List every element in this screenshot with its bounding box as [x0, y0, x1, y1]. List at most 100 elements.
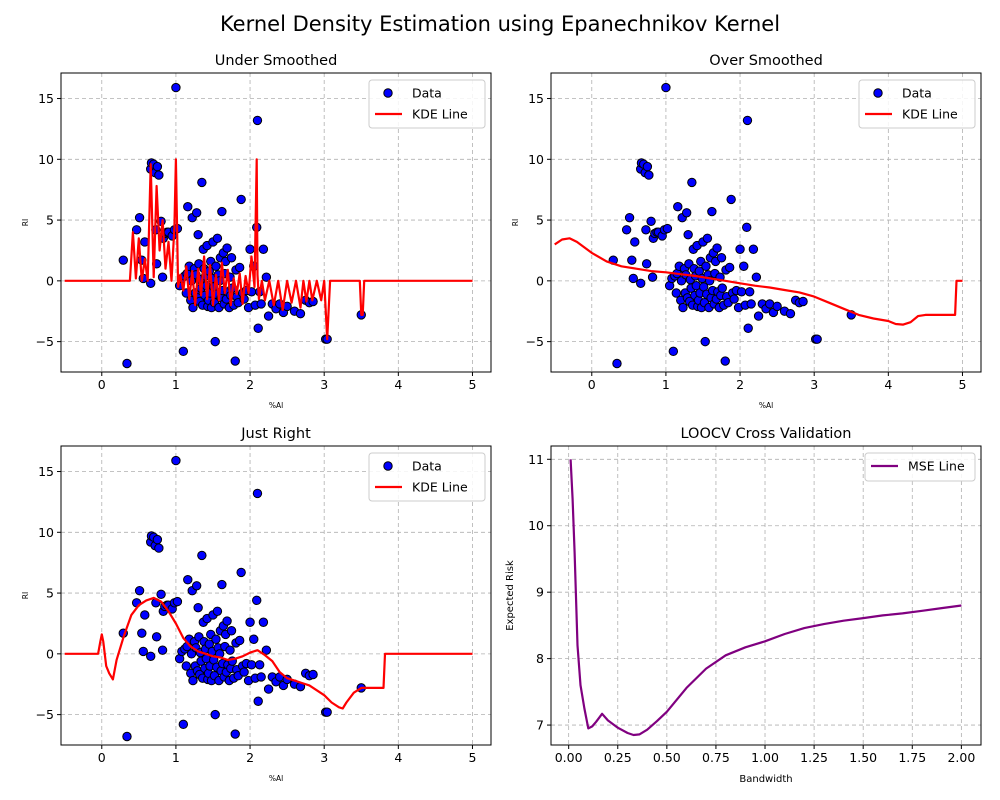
legend-label: KDE Line: [412, 107, 468, 122]
subplot-1: 0 1 2 3 4 5 −5 0 5 10 15 Under Smoothed %Al RI Data KDE…: [21, 53, 492, 410]
data-point: [252, 488, 263, 499]
data-point: [134, 212, 145, 223]
y-tick-label: −5: [526, 334, 544, 349]
x-axis-label: %Al: [269, 401, 283, 410]
data-point: [687, 177, 697, 188]
x-tick-label: 2.00: [947, 750, 975, 765]
data-point: [191, 208, 202, 218]
data-point: [210, 336, 220, 347]
data-point: [252, 595, 262, 606]
data-point: [146, 651, 156, 661]
kde-line: [64, 158, 473, 341]
mse-line: [569, 459, 962, 737]
subplot-title: Just Right: [240, 426, 311, 442]
axes-frame: [550, 445, 982, 746]
data-point: [138, 646, 148, 657]
data-point: [157, 645, 168, 655]
data-point: [137, 628, 147, 638]
legend-box: [864, 452, 976, 482]
data-point: [729, 294, 739, 304]
kde-line: [554, 237, 963, 326]
data-point: [642, 161, 653, 172]
y-tick-label: 0: [46, 646, 54, 661]
x-tick-label: 1.00: [751, 750, 779, 765]
data-point: [258, 244, 269, 254]
data-point: [253, 323, 263, 333]
data-point: [707, 206, 717, 217]
data-point: [222, 243, 232, 253]
legend-marker-data: [873, 88, 883, 98]
x-tick-label: 2: [736, 377, 744, 392]
y-axis-label: RI: [21, 219, 30, 226]
data-point: [193, 602, 203, 613]
legend-label: Data: [412, 86, 442, 101]
subplot-4: 0.00 0.25 0.50 0.75 1.00 1.25 1.50 1.75 2.00 7 8 9 1…: [505, 426, 982, 785]
axes-frame: [550, 72, 982, 373]
data-point: [322, 707, 332, 717]
data-point: [812, 334, 822, 344]
data-point: [249, 634, 259, 644]
data-point: [252, 115, 263, 126]
x-tick-label: 0.50: [653, 750, 681, 765]
data-point: [295, 308, 306, 319]
data-point: [712, 243, 722, 253]
data-point: [118, 255, 128, 265]
data-point: [701, 261, 711, 271]
x-axis-label: Bandwidth: [739, 774, 792, 785]
y-tick-label: 10: [528, 518, 544, 533]
x-tick-label: 0: [98, 750, 106, 765]
data-point: [210, 709, 220, 720]
data-point: [211, 634, 221, 644]
data-point: [157, 272, 168, 282]
data-point: [152, 534, 163, 545]
y-tick-label: 10: [528, 152, 544, 167]
y-tick-label: 15: [528, 91, 544, 106]
x-tick-label: 5: [468, 750, 476, 765]
legend-label: KDE Line: [902, 107, 958, 122]
data-point: [188, 675, 198, 686]
x-tick-label: 1.25: [800, 750, 828, 765]
data-point: [212, 606, 223, 617]
data-point: [785, 308, 796, 319]
data-point: [742, 222, 752, 233]
y-axis-label: RI: [21, 592, 30, 599]
data-point: [234, 635, 245, 646]
data-point: [624, 212, 635, 223]
y-tick-label: 11: [528, 452, 544, 467]
legend-label: Data: [902, 86, 932, 101]
data-point: [178, 346, 189, 357]
subplot-title: LOOCV Cross Validation: [681, 426, 852, 442]
y-tick-label: 10: [38, 152, 54, 167]
legend: Data KDE Line: [858, 79, 976, 129]
data-point: [720, 356, 730, 366]
data-point: [191, 581, 202, 591]
x-tick-label: 3: [320, 750, 328, 765]
data-point: [662, 223, 673, 234]
subplot-title: Under Smoothed: [215, 53, 338, 69]
data-point: [683, 229, 693, 240]
data-point: [212, 233, 223, 244]
plot-area: [554, 82, 963, 369]
data-point: [263, 311, 274, 321]
y-tick-label: 0: [46, 273, 54, 288]
data-point: [171, 82, 181, 93]
data-point: [673, 201, 683, 212]
data-point: [193, 229, 203, 240]
legend-box: [368, 79, 486, 129]
data-point: [641, 225, 651, 235]
y-tick-label: 5: [536, 213, 544, 228]
data-point: [726, 194, 736, 205]
data-point: [798, 296, 808, 307]
data-point: [661, 82, 671, 93]
data-point: [234, 262, 245, 273]
data-point: [702, 233, 713, 244]
data-point: [627, 255, 637, 265]
data-point: [735, 244, 745, 254]
plot-area: [64, 455, 473, 742]
data-point: [716, 253, 727, 263]
x-tick-label: 3: [810, 377, 818, 392]
x-axis-label: %Al: [759, 401, 773, 410]
data-point: [134, 585, 145, 596]
data-point: [226, 626, 237, 636]
data-point: [636, 278, 646, 288]
